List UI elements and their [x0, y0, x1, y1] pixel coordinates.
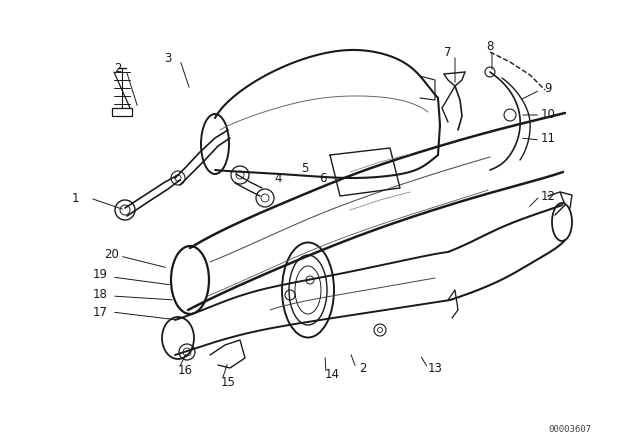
Text: 17: 17: [93, 306, 108, 319]
Text: 19: 19: [93, 268, 108, 281]
Text: 7: 7: [444, 46, 452, 59]
Text: 20: 20: [104, 247, 120, 260]
Text: 15: 15: [221, 375, 236, 388]
Text: 8: 8: [486, 39, 493, 52]
Text: 00003607: 00003607: [548, 426, 591, 435]
Text: 12: 12: [541, 190, 556, 202]
Text: 5: 5: [301, 161, 308, 175]
Text: 14: 14: [324, 369, 339, 382]
Text: 18: 18: [93, 289, 108, 302]
Text: 9: 9: [544, 82, 552, 95]
Text: 1: 1: [71, 191, 79, 204]
Text: 11: 11: [541, 132, 556, 145]
Text: 6: 6: [319, 172, 327, 185]
Text: 4: 4: [275, 172, 282, 185]
Text: 3: 3: [164, 52, 172, 65]
Text: 2: 2: [359, 362, 367, 375]
Text: 13: 13: [428, 362, 442, 375]
Text: 2: 2: [115, 61, 122, 74]
Text: 10: 10: [541, 108, 556, 121]
Text: 16: 16: [177, 363, 193, 376]
